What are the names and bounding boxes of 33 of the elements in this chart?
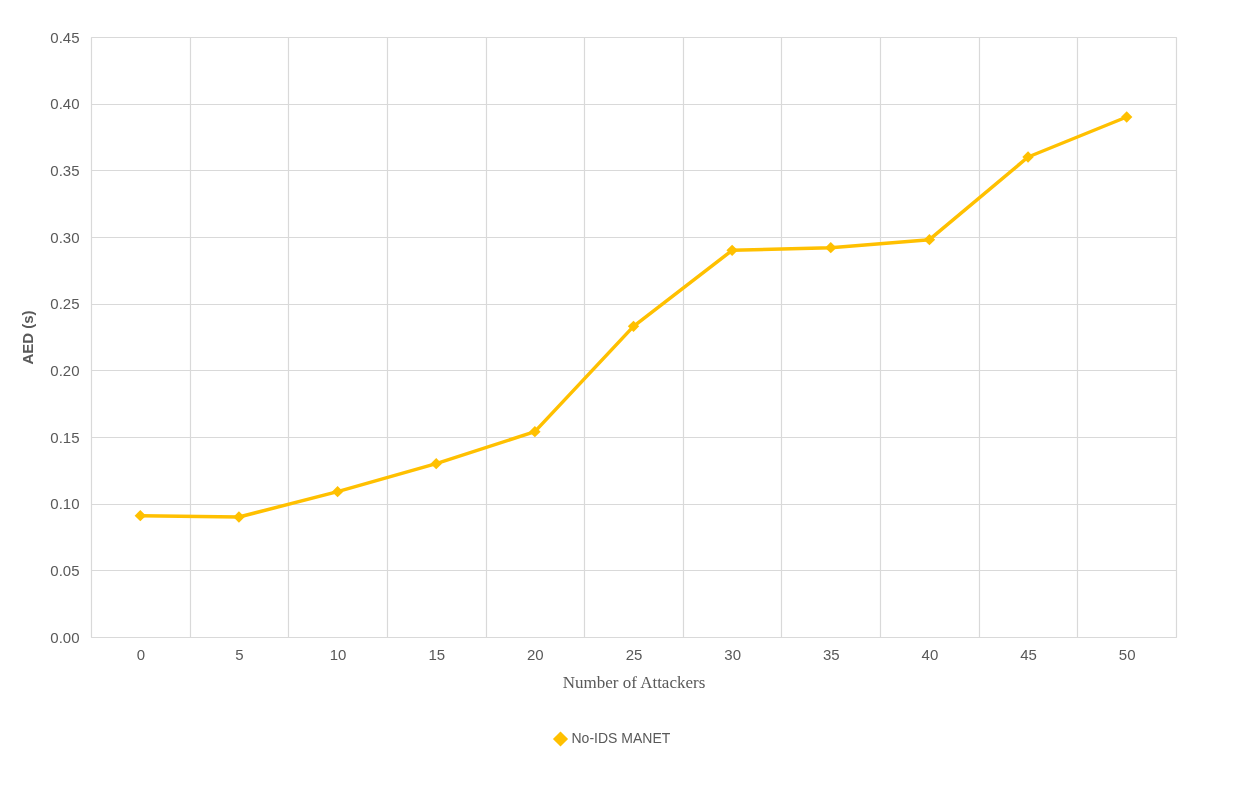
x-tick-label: 40 <box>921 645 939 663</box>
y-tick-label: 0.05 <box>50 561 80 579</box>
y-tick-label: 0.10 <box>50 495 80 513</box>
point <box>1022 151 1034 163</box>
x-tick-label: 20 <box>527 645 544 663</box>
x-axis-title: Number of Attackers <box>562 672 706 692</box>
y-tick-label: 0.25 <box>50 295 80 313</box>
point <box>923 233 936 246</box>
x-tick-label: 50 <box>1118 645 1136 663</box>
x-tick-label: 35 <box>822 645 840 663</box>
point <box>627 320 640 333</box>
point <box>529 425 541 438</box>
x-tick-label: 15 <box>428 645 446 663</box>
y-tick-label: 0.45 <box>50 28 80 46</box>
y-tick-label: 0.30 <box>50 228 80 246</box>
x-tick-label: 5 <box>235 645 244 663</box>
x-tick-label: 45 <box>1020 645 1037 663</box>
y-axis-title: AED (s) <box>19 310 37 365</box>
x-tick-label: 10 <box>329 645 347 663</box>
legend-label: No-IDS MANET <box>571 730 671 746</box>
point <box>331 485 344 498</box>
y-tick-label: 0.00 <box>50 628 80 646</box>
y-tick-label: 0.35 <box>50 161 80 179</box>
x-tick-label: 30 <box>724 645 741 663</box>
point <box>430 457 442 470</box>
point <box>233 511 245 523</box>
x-tick-label: 25 <box>625 645 643 663</box>
y-tick-label: 0.40 <box>50 95 80 113</box>
x-tick-label: 0 <box>136 645 145 663</box>
point <box>726 244 738 257</box>
point <box>1120 111 1133 123</box>
y-tick-label: 0.20 <box>50 361 80 379</box>
y-tick-label: 0.15 <box>50 428 80 446</box>
